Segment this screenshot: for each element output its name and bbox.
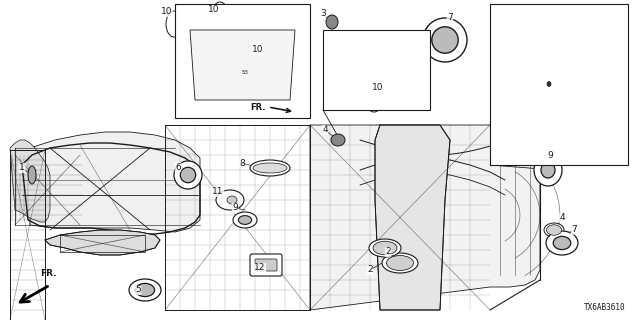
Ellipse shape: [546, 231, 578, 255]
Text: 10: 10: [372, 84, 384, 92]
Text: 12: 12: [254, 263, 266, 273]
Ellipse shape: [534, 154, 562, 186]
FancyBboxPatch shape: [255, 259, 277, 271]
Ellipse shape: [250, 160, 290, 176]
Bar: [323, 30, 430, 110]
Text: 53: 53: [241, 69, 248, 75]
Ellipse shape: [543, 76, 556, 92]
Text: 5: 5: [135, 285, 141, 294]
Ellipse shape: [544, 223, 564, 237]
Ellipse shape: [547, 82, 551, 86]
Ellipse shape: [129, 279, 161, 301]
Ellipse shape: [369, 239, 401, 257]
Polygon shape: [190, 30, 295, 100]
Text: 6: 6: [175, 163, 181, 172]
Text: 9: 9: [232, 204, 238, 212]
FancyBboxPatch shape: [250, 254, 282, 276]
Ellipse shape: [369, 60, 383, 80]
Text: 4: 4: [559, 213, 565, 222]
Polygon shape: [310, 125, 540, 310]
Text: 2: 2: [385, 247, 391, 257]
Ellipse shape: [423, 18, 467, 62]
Ellipse shape: [361, 50, 391, 90]
Polygon shape: [30, 132, 200, 232]
Text: 11: 11: [212, 188, 224, 196]
Ellipse shape: [253, 163, 287, 173]
Ellipse shape: [432, 27, 458, 53]
Text: 8: 8: [239, 158, 245, 167]
Polygon shape: [375, 125, 450, 310]
Text: FR.: FR.: [250, 102, 266, 111]
Ellipse shape: [331, 134, 345, 146]
Text: 10: 10: [252, 45, 264, 54]
Polygon shape: [10, 140, 50, 222]
Text: 10: 10: [208, 5, 220, 14]
Ellipse shape: [387, 255, 413, 270]
Ellipse shape: [166, 11, 182, 37]
Ellipse shape: [535, 66, 563, 102]
Text: 7: 7: [571, 226, 577, 235]
Text: 4: 4: [322, 125, 328, 134]
Ellipse shape: [541, 164, 555, 175]
Ellipse shape: [373, 241, 397, 255]
Text: FR.: FR.: [40, 269, 56, 278]
Polygon shape: [45, 230, 160, 255]
Text: 1: 1: [19, 164, 25, 172]
Text: 9: 9: [547, 150, 553, 159]
Ellipse shape: [28, 166, 36, 184]
Ellipse shape: [547, 225, 561, 235]
Text: 7: 7: [447, 13, 453, 22]
Ellipse shape: [233, 212, 257, 228]
Ellipse shape: [174, 161, 202, 189]
Text: 10: 10: [161, 7, 173, 17]
Ellipse shape: [536, 160, 560, 180]
Ellipse shape: [382, 253, 418, 273]
Ellipse shape: [216, 190, 244, 210]
Ellipse shape: [239, 216, 252, 224]
Ellipse shape: [541, 162, 555, 178]
Bar: [175, 4, 310, 118]
Ellipse shape: [326, 15, 338, 29]
Text: TX6AB3610: TX6AB3610: [584, 303, 625, 312]
Text: 2: 2: [367, 266, 373, 275]
Ellipse shape: [366, 92, 382, 112]
Ellipse shape: [250, 50, 266, 74]
Ellipse shape: [553, 236, 571, 250]
Ellipse shape: [180, 167, 196, 183]
Ellipse shape: [227, 196, 237, 204]
Ellipse shape: [212, 2, 228, 26]
Ellipse shape: [136, 284, 155, 297]
Text: 3: 3: [320, 10, 326, 19]
Bar: [490, 4, 628, 165]
